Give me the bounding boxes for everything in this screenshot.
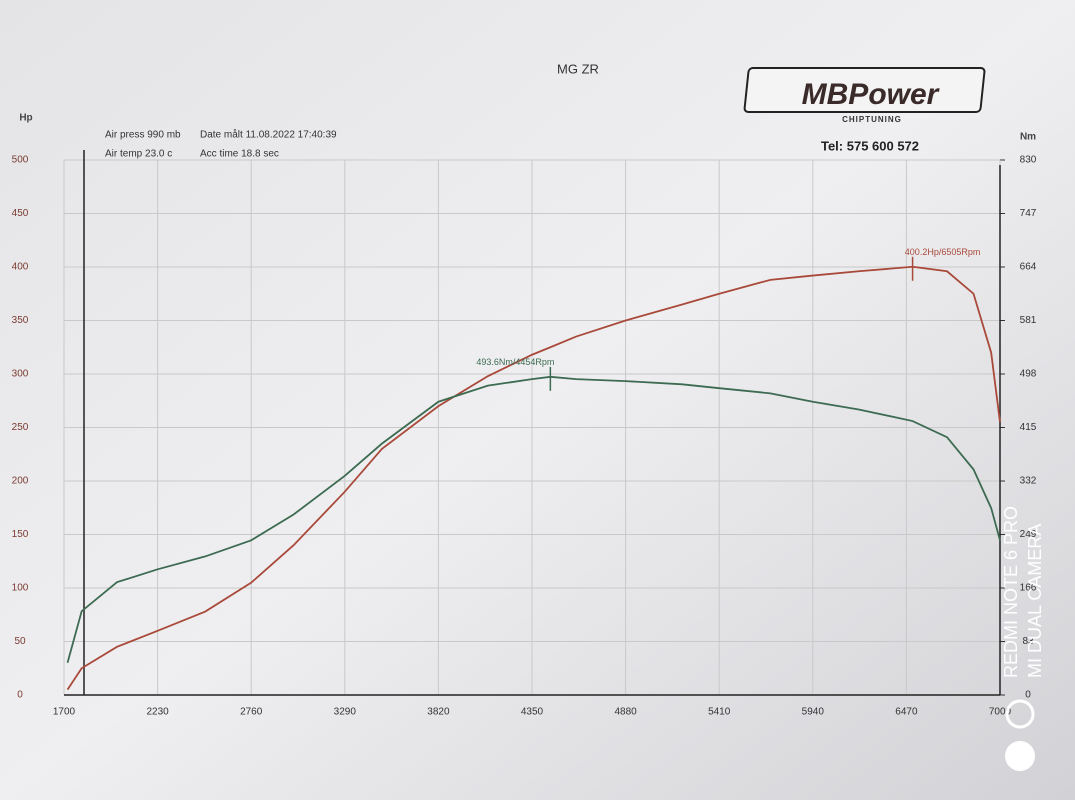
y-tick-label: 350 — [12, 315, 29, 326]
y-tick-label: 100 — [12, 583, 29, 594]
watermark: REDMI NOTE 6 PRO MI DUAL CAMERA — [1001, 506, 1045, 678]
y-tick-label: 250 — [12, 422, 29, 433]
y-tick-label: 500 — [12, 155, 29, 166]
x-tick-label: 5940 — [802, 707, 825, 718]
y-tick-label: 300 — [12, 369, 29, 380]
y-tick-label: 200 — [12, 476, 29, 487]
y2-tick-label: 581 — [1020, 315, 1037, 326]
x-tick-label: 1700 — [53, 707, 76, 718]
y2-tick-label: 0 — [1025, 690, 1031, 701]
y2-tick-label: 249 — [1020, 529, 1037, 540]
y2-tick-label: 830 — [1020, 155, 1037, 166]
watermark-line: MI DUAL CAMERA — [1025, 524, 1045, 678]
x-tick-label: 3290 — [334, 707, 357, 718]
watermark-line: REDMI NOTE 6 PRO — [1001, 506, 1021, 678]
annotation: 400.2Hp/6505Rpm — [905, 247, 981, 257]
y2-tick-label: 498 — [1020, 369, 1037, 380]
plot: 0 50 100 150 200 250 300 350 400 450 500 0 83 166 249 3… — [12, 150, 1037, 718]
y2-tick-label: 664 — [1020, 262, 1037, 273]
y-axis-label: Hp — [19, 113, 32, 124]
x-tick-label: 4880 — [614, 707, 637, 718]
y-tick-label: 150 — [12, 529, 29, 540]
watermark-dot — [1005, 741, 1035, 771]
x-tick-label: 3820 — [427, 707, 450, 718]
logo-box — [743, 67, 986, 113]
y-tick-label: 450 — [12, 208, 29, 219]
info: Acc time 18.8 sec — [200, 149, 279, 160]
x-tick-label: 2760 — [240, 707, 263, 718]
logo: MBPower CHIPTUNING — [743, 67, 986, 124]
y-tick-label: 400 — [12, 262, 29, 273]
x-tick-label: 5410 — [708, 707, 731, 718]
y2-tick-label: 747 — [1020, 208, 1037, 219]
y2-tick-label: 415 — [1020, 422, 1037, 433]
y2-axis-label: Nm — [1020, 132, 1036, 143]
logo-text: MBPower — [802, 78, 941, 111]
logo-subtitle: CHIPTUNING — [842, 115, 902, 124]
y-tick-label: 0 — [17, 690, 23, 701]
info: Air press 990 mb — [105, 130, 181, 141]
phone: Tel: 575 600 572 — [821, 138, 919, 153]
x-tick-label: 2230 — [146, 707, 169, 718]
y-tick-label: 50 — [14, 636, 26, 647]
y2-tick-label: 332 — [1020, 476, 1037, 487]
y2-tick-label: 83 — [1022, 636, 1034, 647]
x-tick-label: 6470 — [895, 707, 918, 718]
chart-title: MG ZR — [557, 61, 599, 76]
x-tick-label: 7000 — [989, 707, 1012, 718]
x-tick-label: 4350 — [521, 707, 544, 718]
watermark-ring — [1005, 699, 1035, 729]
info: Date målt 11.08.2022 17:40:39 — [200, 129, 337, 141]
annotation: 493.6Nm/4454Rpm — [476, 357, 554, 367]
y2-tick-label: 166 — [1020, 583, 1037, 594]
info: Air temp 23.0 c — [105, 149, 172, 160]
